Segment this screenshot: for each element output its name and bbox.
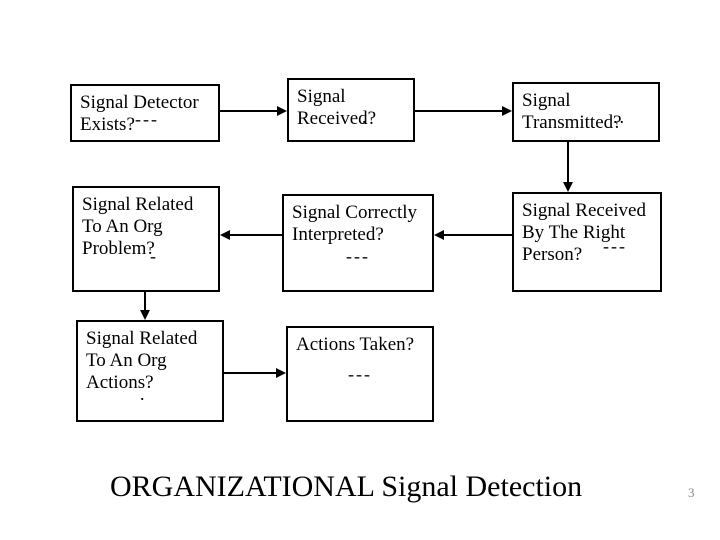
arrow-right-icon: [415, 106, 512, 116]
node-label: Signal Transmitted?: [522, 90, 622, 133]
arrow-left-icon: [220, 230, 282, 240]
node-signal-received: Signal Received?: [287, 78, 415, 142]
arrow-right-icon: [220, 106, 287, 116]
dash-mark: ---: [135, 109, 159, 130]
arrow-down-icon: [140, 292, 150, 320]
dash-mark: ---: [346, 246, 370, 267]
arrow-right-icon: [224, 368, 286, 378]
diagram-title: ORGANIZATIONAL Signal Detection: [110, 470, 582, 504]
node-signal-transmitted: Signal Transmitted?: [512, 82, 660, 142]
arrow-down-icon: [563, 142, 573, 192]
dash-mark: .: [362, 107, 369, 128]
dash-mark: ..: [613, 107, 626, 128]
dash-mark: .: [140, 384, 147, 405]
arrow-left-icon: [434, 230, 512, 240]
node-signal-related-org-actions: Signal Related To An Org Actions?: [76, 320, 224, 422]
diagram-canvas: Signal Detector Exists? Signal Received?…: [0, 0, 720, 540]
dash-mark: -: [150, 246, 158, 267]
node-label: Signal Related To An Org Actions?: [86, 328, 197, 393]
node-label: Signal Received By The Right Person?: [522, 200, 646, 265]
dash-mark: ---: [603, 236, 627, 257]
node-label: Actions Taken?: [296, 334, 414, 355]
dash-mark: ---: [348, 364, 372, 385]
node-signal-correctly-interpreted: Signal Correctly Interpreted?: [282, 194, 434, 292]
node-signal-received-right-person: Signal Received By The Right Person?: [512, 192, 662, 292]
node-signal-related-org-problem: Signal Related To An Org Problem?: [72, 186, 220, 292]
slide-number: 3: [688, 485, 695, 501]
node-label: Signal Related To An Org Problem?: [82, 194, 193, 259]
node-label: Signal Correctly Interpreted?: [292, 202, 417, 245]
